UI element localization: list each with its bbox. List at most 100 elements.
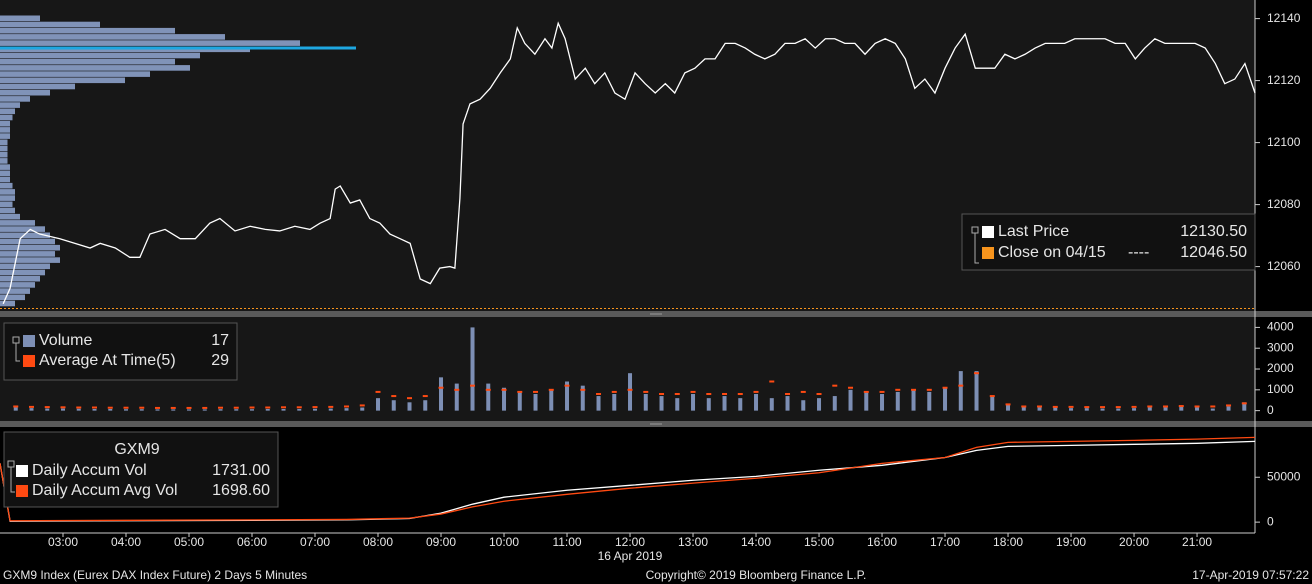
legend-label: Last Price (998, 223, 1069, 240)
average-marker (170, 406, 176, 409)
profile-bar (0, 201, 13, 208)
profile-bar (0, 182, 13, 189)
average-marker (1194, 405, 1200, 408)
volume-bar (549, 389, 554, 411)
profile-bar (0, 164, 10, 170)
profile-bar (0, 77, 125, 84)
volume-bar (1195, 407, 1200, 411)
profile-bar (0, 127, 10, 133)
volume-bar (218, 409, 223, 411)
profile-bar (0, 288, 30, 294)
volume-bar (265, 408, 270, 411)
volume-bar (1226, 406, 1231, 411)
volume-bar (738, 398, 743, 411)
average-marker (1037, 405, 1043, 408)
profile-bar (0, 40, 300, 46)
y-tick-label: 12120 (1267, 73, 1301, 87)
average-marker (1084, 406, 1090, 409)
average-marker (911, 388, 917, 391)
volume-bar (628, 373, 633, 411)
volume-bar (1116, 408, 1121, 411)
average-marker (753, 390, 759, 393)
average-marker (1131, 405, 1137, 408)
volume-bar (895, 391, 900, 411)
legend-value: 1731.00 (212, 462, 270, 479)
volume-bar (927, 391, 932, 411)
profile-bar (0, 294, 25, 301)
volume-bar (659, 396, 664, 411)
average-marker (1100, 406, 1106, 409)
y-tick-label: 0 (1267, 403, 1274, 417)
x-tick-label: 06:00 (237, 535, 267, 549)
volume-bar (281, 408, 286, 411)
legend-value: 12130.50 (1180, 223, 1247, 240)
average-marker (1210, 405, 1216, 408)
profile-bar (0, 251, 55, 257)
average-marker (249, 406, 255, 409)
average-marker (1226, 404, 1232, 407)
x-tick-label: 14:00 (741, 535, 771, 549)
volume-bar (376, 398, 381, 411)
profile-bar (0, 145, 8, 152)
legend-box (3, 431, 279, 508)
volume-bar (171, 409, 176, 411)
average-marker (1005, 403, 1011, 406)
average-marker (785, 392, 791, 395)
volume-bar (785, 396, 790, 411)
profile-bar (0, 170, 10, 177)
volume-bar (643, 393, 648, 411)
y-tick-label: 1000 (1267, 382, 1294, 396)
legend-dash: ---- (1128, 244, 1149, 261)
profile-bar (0, 158, 8, 164)
x-tick-label: 15:00 (804, 535, 834, 549)
x-tick-label: 16:00 (867, 535, 897, 549)
average-marker (548, 388, 554, 391)
legend-swatch (982, 247, 994, 259)
average-marker (485, 388, 491, 391)
average-marker (611, 390, 617, 393)
average-marker (974, 372, 980, 375)
average-marker (233, 406, 239, 409)
y-tick-label: 2000 (1267, 361, 1294, 375)
average-marker (1178, 405, 1184, 408)
volume-bar (234, 409, 239, 411)
average-marker (643, 390, 649, 393)
x-tick-label: 05:00 (174, 535, 204, 549)
average-marker (155, 406, 161, 409)
x-tick-label: 19:00 (1056, 535, 1086, 549)
profile-bar (0, 300, 15, 307)
volume-bar (61, 408, 66, 411)
profile-bar (0, 269, 45, 276)
profile-bar (0, 52, 200, 59)
volume-bar (454, 383, 459, 411)
legend-swatch (23, 335, 35, 347)
average-marker (517, 390, 523, 393)
average-marker (533, 390, 539, 393)
volume-bar (250, 409, 255, 411)
average-marker (674, 392, 680, 395)
volume-bar (155, 409, 160, 411)
average-marker (359, 404, 365, 407)
average-marker (832, 384, 838, 387)
volume-bar (502, 387, 507, 411)
price-line (2, 21, 1256, 305)
volume-bar (754, 393, 759, 411)
profile-bar (0, 133, 10, 139)
volume-bar (1006, 404, 1011, 411)
volume-bar (533, 393, 538, 411)
x-tick-label: 21:00 (1182, 535, 1212, 549)
volume-bar (990, 396, 995, 411)
average-marker (580, 388, 586, 391)
average-marker (1052, 405, 1058, 408)
average-marker (722, 392, 728, 395)
average-marker (391, 395, 397, 398)
x-tick-label: 08:00 (363, 535, 393, 549)
legend-box (3, 322, 238, 381)
average-marker (218, 406, 224, 409)
volume-bar (76, 408, 81, 411)
volume-bar (470, 327, 475, 411)
average-marker (60, 406, 66, 409)
profile-bar (0, 232, 50, 239)
average-marker (29, 405, 35, 408)
